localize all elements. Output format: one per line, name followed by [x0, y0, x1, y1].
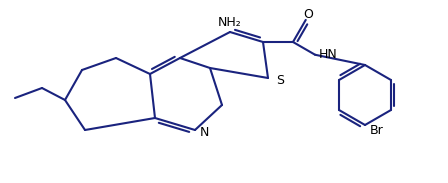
- Text: O: O: [303, 8, 313, 21]
- Text: Br: Br: [370, 124, 384, 137]
- Text: N: N: [200, 126, 209, 139]
- Text: S: S: [276, 74, 284, 87]
- Text: HN: HN: [319, 48, 338, 61]
- Text: NH₂: NH₂: [218, 16, 242, 29]
